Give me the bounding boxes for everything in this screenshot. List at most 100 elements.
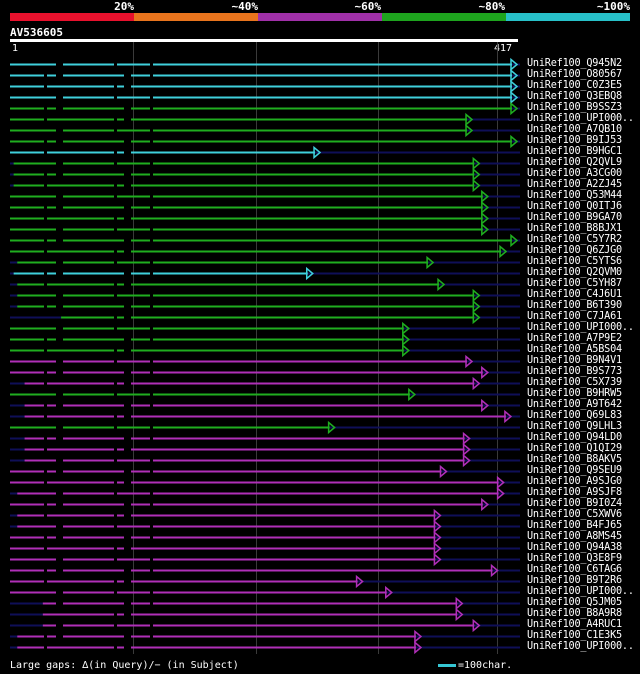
hit-label[interactable]: UniRef100_B9S773 (527, 366, 622, 377)
ruler-start: 1 (12, 43, 19, 54)
legend-swatch (134, 13, 258, 21)
legend-label: ~100% (596, 0, 630, 13)
hit-label[interactable]: UniRef100_B8AKV5 (527, 454, 622, 465)
hit-label[interactable]: UniRef100_Q53M44 (527, 190, 622, 201)
arrow-icon (437, 277, 446, 292)
hit-label[interactable]: UniRef100_C7JA61 (527, 311, 622, 322)
hit-label[interactable]: UniRef100_B8A9R8 (527, 608, 622, 619)
hit-label[interactable]: UniRef100_O80567 (527, 69, 622, 80)
arrow-icon (472, 178, 481, 193)
arrow-icon (504, 409, 513, 424)
arrow-icon (472, 618, 481, 633)
arrow-icon (510, 101, 519, 116)
hit-label[interactable]: UniRef100_A5BS04 (527, 344, 622, 355)
arrow-icon (402, 321, 410, 336)
arrow-icon (465, 112, 474, 127)
hit-label[interactable]: UniRef100_C5XWV6 (527, 509, 622, 520)
grid-line (256, 42, 257, 654)
arrow-icon (465, 123, 474, 138)
arrow-icon (472, 376, 481, 391)
arrow-icon (481, 211, 489, 226)
hit-label[interactable]: UniRef100_Q9LHL3 (527, 421, 622, 432)
arrow-icon (499, 244, 508, 259)
hit-label[interactable]: UniRef100_A9SJF8 (527, 487, 622, 498)
hit-label[interactable]: UniRef100_B9I0Z4 (527, 498, 622, 509)
hit-label[interactable]: UniRef100_C6TAG6 (527, 564, 622, 575)
hit-label[interactable]: UniRef100_Q5JM05 (527, 597, 622, 608)
arrow-icon (433, 541, 442, 556)
arrow-icon (472, 310, 481, 325)
arrow-icon (496, 475, 505, 490)
hit-label[interactable]: UniRef100_Q945N2 (527, 58, 622, 69)
hit-label[interactable]: UniRef100_Q94LD0 (527, 432, 622, 443)
hit-label[interactable]: UniRef100_C1E3K5 (527, 630, 622, 641)
arrow-icon (510, 233, 519, 248)
grid-line (378, 42, 379, 654)
arrow-icon (510, 79, 519, 94)
arrow-icon (385, 585, 393, 600)
hit-label[interactable]: UniRef100_A3CG00 (527, 168, 622, 179)
hit-label[interactable]: UniRef100_C5YH87 (527, 278, 622, 289)
hit-label[interactable]: UniRef100_A9T642 (527, 399, 622, 410)
hit-label[interactable]: UniRef100_B9HGC1 (527, 146, 622, 157)
hit-label[interactable]: UniRef100_C5YTS6 (527, 256, 622, 267)
hit-label[interactable]: UniRef100_Q2QVM0 (527, 267, 622, 278)
hit-label[interactable]: UniRef100_B9HRW5 (527, 388, 622, 399)
hit-label[interactable]: UniRef100_B6T390 (527, 300, 622, 311)
hit-label[interactable]: UniRef100_B9T2R6 (527, 575, 622, 586)
hit-label[interactable]: UniRef100_UPI000.. (527, 586, 634, 597)
hit-label[interactable]: UniRef100_Q0ITJ6 (527, 201, 622, 212)
hit-label[interactable]: UniRef100_Q3EBQ8 (527, 91, 622, 102)
arrow-icon (472, 167, 481, 182)
hit-label[interactable]: UniRef100_C4J6U1 (527, 289, 622, 300)
hit-label[interactable]: UniRef100_Q9SEU9 (527, 465, 622, 476)
hit-label[interactable]: UniRef100_A7QB10 (527, 124, 622, 135)
hit-label[interactable]: UniRef100_C5X739 (527, 377, 622, 388)
arrow-icon (414, 629, 423, 644)
hit-label[interactable]: UniRef100_B9IJ53 (527, 135, 622, 146)
hit-label[interactable]: UniRef100_B8BJX1 (527, 223, 622, 234)
hit-label[interactable]: UniRef100_UPI000.. (527, 641, 634, 652)
arrow-icon (305, 266, 314, 281)
arrow-icon (462, 442, 471, 457)
hit-label[interactable]: UniRef100_Q94A38 (527, 542, 622, 553)
arrow-icon (455, 607, 464, 622)
arrow-icon (481, 200, 489, 215)
query-id: AV536605 (10, 26, 63, 39)
hit-label[interactable]: UniRef100_Q6ZJG0 (527, 245, 622, 256)
hit-label[interactable]: UniRef100_B9N4V1 (527, 355, 622, 366)
hit-label[interactable]: UniRef100_A7P9E2 (527, 333, 622, 344)
hit-label[interactable]: UniRef100_Q69L83 (527, 410, 622, 421)
hit-label[interactable]: UniRef100_UPI000.. (527, 113, 634, 124)
hit-label[interactable]: UniRef100_A4RUC1 (527, 619, 622, 630)
scale-label: =100char. (458, 660, 513, 671)
hit-label[interactable]: UniRef100_B9SSZ3 (527, 102, 622, 113)
hit-label[interactable]: UniRef100_B4FJ65 (527, 520, 622, 531)
arrow-icon (496, 486, 505, 501)
arrow-icon (439, 464, 448, 479)
hit-label[interactable]: UniRef100_A2ZJ45 (527, 179, 622, 190)
ruler-end: 417 (494, 43, 513, 54)
arrow-icon (355, 574, 364, 589)
arrow-icon (510, 68, 519, 83)
gaps-legend: Large gaps: ∆(in Query)/− (in Subject) (10, 660, 239, 671)
grid-line (497, 42, 498, 654)
hit-label[interactable]: UniRef100_Q2QVL9 (527, 157, 622, 168)
scale-line-icon (438, 663, 456, 667)
legend-swatch (258, 13, 382, 21)
arrow-icon (462, 431, 471, 446)
hit-label[interactable]: UniRef100_A9SJG0 (527, 476, 622, 487)
arrow-icon (433, 530, 442, 545)
hit-label[interactable]: UniRef100_C5Y7R2 (527, 234, 622, 245)
legend-swatch (506, 13, 630, 21)
hit-label[interactable]: UniRef100_A8MS45 (527, 531, 622, 542)
legend-swatch (382, 13, 506, 21)
arrow-icon (510, 57, 519, 72)
hit-label[interactable]: UniRef100_C0Z3E5 (527, 80, 622, 91)
hit-label[interactable]: UniRef100_Q3E8F9 (527, 553, 622, 564)
hit-label[interactable]: UniRef100_B9GA70 (527, 212, 622, 223)
hit-label[interactable]: UniRef100_UPI000.. (527, 322, 634, 333)
legend-label: ~60% (354, 0, 382, 13)
hit-label[interactable]: UniRef100_Q1QI29 (527, 443, 622, 454)
arrow-icon (433, 508, 442, 523)
